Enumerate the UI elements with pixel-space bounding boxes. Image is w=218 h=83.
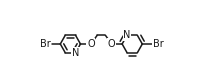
Text: N: N — [72, 48, 79, 58]
Text: Br: Br — [40, 39, 51, 49]
Text: O: O — [87, 39, 95, 49]
Text: O: O — [108, 39, 116, 49]
Text: Br: Br — [153, 39, 164, 49]
Text: N: N — [123, 30, 131, 40]
